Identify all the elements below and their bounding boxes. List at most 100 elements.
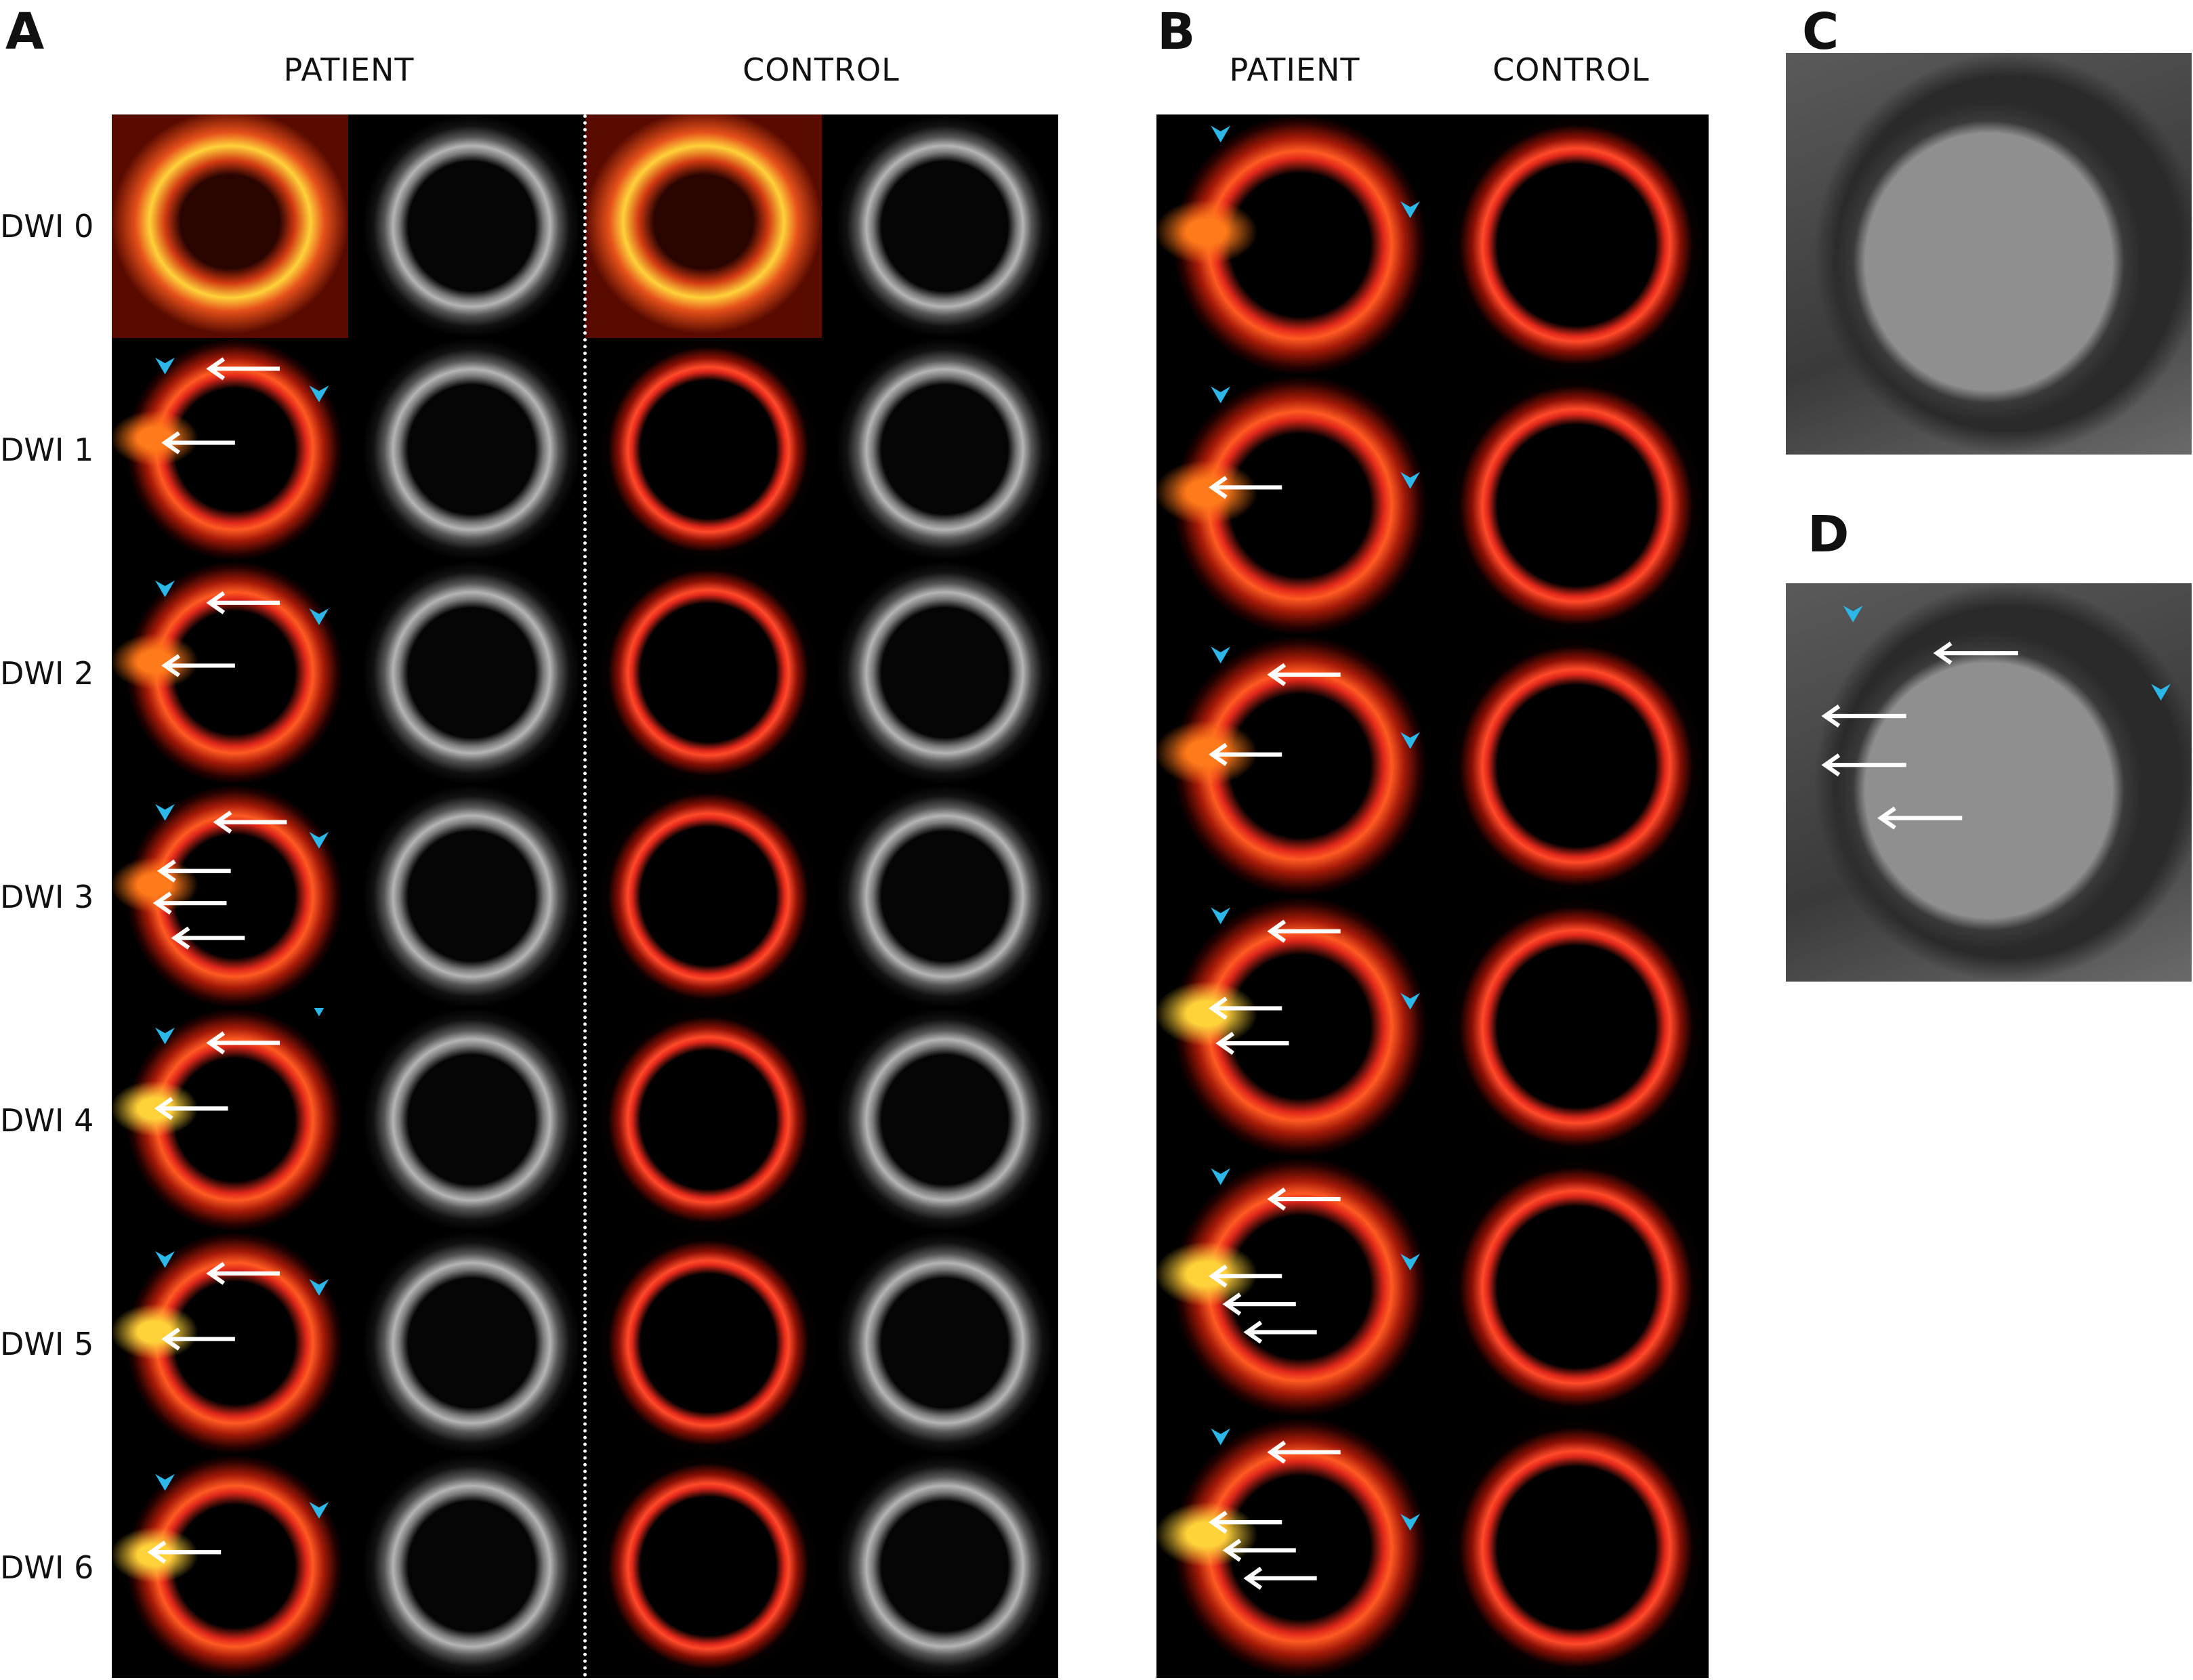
cyan-arrowhead-annotation <box>155 803 175 821</box>
white-arrow-annotation <box>1208 1264 1282 1288</box>
panel-b-row3-control <box>1432 896 1709 1157</box>
panel-d-mri-image <box>1786 583 2192 982</box>
panel-a-dwi1-control-color <box>585 337 822 562</box>
row-label-dwi-5: DWI 5 <box>0 1326 94 1362</box>
panel-a-dwi0-control-color <box>585 114 822 338</box>
panel-b-control-header: CONTROL <box>1492 51 1650 88</box>
white-arrow-annotation <box>161 431 235 455</box>
white-arrow-annotation <box>156 859 231 883</box>
panel-a-dwi0-control-gray <box>821 114 1058 338</box>
panel-a-dwi0-patient-color <box>112 114 349 338</box>
row-label-dwi-1: DWI 1 <box>0 432 94 468</box>
cyan-arrowhead-annotation <box>309 385 329 402</box>
white-arrow-annotation <box>206 1031 280 1055</box>
panel-a-dwi5-control-gray <box>821 1231 1058 1455</box>
white-arrow-annotation <box>206 1261 280 1285</box>
panel-a-dwi3-control-gray <box>821 784 1058 1008</box>
cyan-arrowhead-annotation <box>155 1251 175 1268</box>
panel-a-label: A <box>5 3 45 61</box>
white-arrow-annotation <box>1208 476 1282 499</box>
panel-b-row0-patient <box>1156 114 1433 375</box>
panel-a-dwi6-control-color <box>585 1454 822 1678</box>
cyan-arrowhead-annotation <box>2151 684 2171 701</box>
panel-a-dwi4-patient-color <box>112 1007 349 1232</box>
cyan-arrowhead-annotation <box>309 832 329 849</box>
white-arrow-annotation <box>152 891 227 915</box>
panel-b-row4-control <box>1432 1156 1709 1418</box>
panel-b-row5-patient <box>1156 1417 1433 1678</box>
panel-b-row3-patient <box>1156 896 1433 1157</box>
cyan-arrowhead-annotation <box>309 608 329 626</box>
white-arrow-annotation <box>1243 1320 1317 1344</box>
white-arrow-annotation <box>1267 919 1341 943</box>
panel-b-row4-patient <box>1156 1156 1433 1418</box>
panel-a-dwi5-patient-gray <box>348 1231 585 1455</box>
panel-c-mri-image <box>1786 53 2192 455</box>
white-arrow-annotation <box>154 1097 228 1120</box>
panel-b-row1-patient <box>1156 375 1433 636</box>
white-arrow-annotation <box>1267 1187 1341 1211</box>
panel-a-control-header: CONTROL <box>743 51 900 88</box>
white-arrow-annotation <box>1215 1032 1289 1055</box>
white-arrow-annotation <box>1208 996 1282 1020</box>
panel-a-dwi1-patient-gray <box>348 337 585 562</box>
row-label-dwi-0: DWI 0 <box>0 208 94 245</box>
white-arrow-annotation <box>1877 806 1963 830</box>
white-arrow-annotation <box>1933 642 2018 665</box>
cyan-arrowhead-annotation <box>309 1278 329 1296</box>
cyan-arrowhead-annotation <box>1211 907 1231 925</box>
cyan-arrowhead-annotation <box>1211 125 1231 143</box>
row-label-dwi-3: DWI 3 <box>0 879 94 915</box>
white-arrow-annotation <box>161 1327 235 1351</box>
white-arrow-annotation <box>206 357 280 380</box>
white-arrow-annotation <box>171 926 245 950</box>
white-arrow-annotation <box>1821 753 1906 777</box>
white-arrow-annotation <box>1222 1538 1296 1562</box>
cyan-arrowhead-annotation <box>1400 471 1420 489</box>
cyan-arrowhead-annotation <box>155 357 175 375</box>
patient-control-divider <box>583 114 587 1678</box>
cyan-arrowhead-annotation <box>314 1007 325 1017</box>
panel-b-row2-patient <box>1156 635 1433 896</box>
panel-a-dwi6-patient-color <box>112 1454 349 1678</box>
cyan-arrowhead-annotation <box>1400 1514 1420 1531</box>
white-arrow-annotation <box>1208 1511 1282 1534</box>
panel-a-dwi4-patient-gray <box>348 1007 585 1232</box>
white-arrow-annotation <box>1208 743 1282 767</box>
panel-a-dwi6-patient-gray <box>348 1454 585 1678</box>
panel-a-dwi1-patient-color <box>112 337 349 562</box>
panel-b-patient-header: PATIENT <box>1229 51 1360 88</box>
cyan-arrowhead-annotation <box>1211 646 1231 664</box>
panel-b-image-grid <box>1156 114 1709 1678</box>
cyan-arrowhead-annotation <box>1400 992 1420 1010</box>
panel-a-dwi3-patient-gray <box>348 784 585 1008</box>
cyan-arrowhead-annotation <box>155 1474 175 1491</box>
panel-a-dwi6-control-gray <box>821 1454 1058 1678</box>
cyan-arrowhead-annotation <box>1211 1428 1231 1446</box>
white-arrow-annotation <box>161 654 235 677</box>
panel-b-row5-control <box>1432 1417 1709 1678</box>
white-arrow-annotation <box>1243 1567 1317 1591</box>
cyan-arrowhead-annotation <box>1211 386 1231 404</box>
panel-a-dwi4-control-color <box>585 1007 822 1232</box>
panel-b-label: B <box>1157 3 1196 61</box>
panel-a-dwi2-control-gray <box>821 561 1058 785</box>
panel-d-label: D <box>1808 505 1850 564</box>
cyan-arrowhead-annotation <box>1211 1168 1231 1185</box>
white-arrow-annotation <box>1267 1441 1341 1465</box>
panel-a-dwi1-control-gray <box>821 337 1058 562</box>
panel-c-label: C <box>1802 3 1839 61</box>
panel-b-row2-control <box>1432 635 1709 896</box>
row-label-dwi-6: DWI 6 <box>0 1549 94 1586</box>
panel-a-dwi2-patient-gray <box>348 561 585 785</box>
panel-b-row0-control <box>1432 114 1709 375</box>
white-arrow-annotation <box>1267 663 1341 687</box>
panel-a-dwi4-control-gray <box>821 1007 1058 1232</box>
white-arrow-annotation <box>1222 1292 1296 1316</box>
white-arrow-annotation <box>147 1540 222 1564</box>
row-label-dwi-4: DWI 4 <box>0 1102 94 1139</box>
white-arrow-annotation <box>213 810 287 834</box>
white-arrow-annotation <box>206 591 280 615</box>
white-arrow-annotation <box>1821 705 1906 728</box>
cyan-arrowhead-annotation <box>309 1502 329 1519</box>
